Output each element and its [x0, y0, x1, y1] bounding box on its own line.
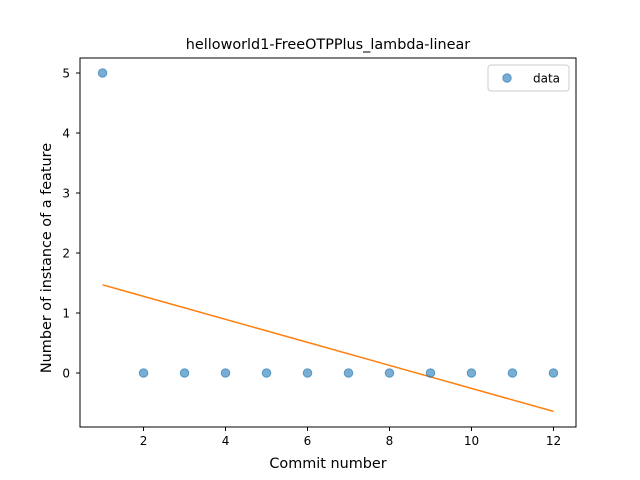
data-point — [548, 368, 559, 378]
y-tick-label: 2 — [62, 247, 70, 261]
data-point — [507, 368, 518, 378]
y-axis-label: Number of instance of a feature — [39, 143, 55, 373]
data-point — [343, 368, 354, 378]
data-point — [220, 368, 231, 378]
legend-label: data — [533, 72, 560, 86]
x-tick-label: 12 — [546, 434, 561, 448]
data-point — [384, 368, 395, 378]
fit-line — [102, 284, 554, 413]
data-point — [97, 68, 108, 78]
data-point — [179, 368, 190, 378]
y-tick-label: 5 — [62, 67, 70, 81]
y-tick-label: 1 — [62, 307, 70, 321]
data-point — [466, 368, 477, 378]
data-point — [138, 368, 149, 378]
chart-title: helloworld1-FreeOTPPlus_lambda-linear — [186, 37, 470, 53]
legend-box — [487, 64, 570, 92]
y-tick-label: 4 — [62, 127, 70, 141]
data-point — [261, 368, 272, 378]
plot-area — [97, 68, 559, 413]
x-tick-label: 10 — [464, 434, 479, 448]
x-tick-label: 4 — [222, 434, 230, 448]
x-axis-label: Commit number — [269, 456, 386, 472]
y-tick-label: 3 — [62, 187, 70, 201]
legend: data — [487, 64, 570, 92]
data-point — [425, 368, 436, 378]
data-point — [302, 368, 313, 378]
y-tick-label: 0 — [62, 367, 70, 381]
axes-frame — [79, 57, 577, 428]
legend-marker — [502, 73, 512, 83]
x-tick-label: 6 — [304, 434, 312, 448]
x-tick-label: 2 — [140, 434, 148, 448]
x-tick-label: 8 — [386, 434, 394, 448]
